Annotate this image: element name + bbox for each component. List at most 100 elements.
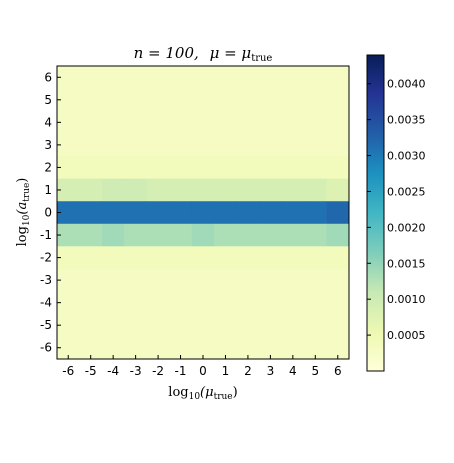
heatmap-cell-r5-c6: [191, 178, 215, 202]
heatmap-cell-r10-c6: [191, 291, 215, 315]
y-tick-label: -4: [40, 296, 52, 310]
heatmap-cell-r9-c3: [124, 268, 148, 292]
heatmap-cell-r7-c12: [326, 223, 350, 247]
heatmap-cells: [57, 66, 350, 360]
heatmap-cell-r2-c11: [304, 111, 327, 135]
y-tick-label: 0: [44, 206, 52, 220]
heatmap-cell-r4-c2: [101, 156, 125, 180]
heatmap-cell-r1-c0: [57, 88, 80, 112]
heatmap-cell-r1-c10: [281, 88, 305, 112]
heatmap-cell-r8-c10: [281, 246, 305, 270]
y-axis-label-close: ): [15, 178, 30, 183]
heatmap-cell-r1-c2: [101, 88, 125, 112]
heatmap-cell-r11-c2: [101, 313, 125, 337]
heatmap-cell-r2-c1: [79, 111, 103, 135]
heatmap-cell-r9-c12: [326, 268, 350, 292]
heatmap-cell-r5-c9: [259, 178, 283, 202]
heatmap-cell-r11-c5: [169, 313, 193, 337]
heatmap-cell-r0-c8: [236, 66, 260, 89]
heatmap-cell-r8-c8: [236, 246, 260, 270]
heatmap-cell-r2-c9: [259, 111, 283, 135]
heatmap-cell-r12-c9: [259, 336, 283, 360]
heatmap-cell-r11-c4: [146, 313, 170, 337]
heatmap-cell-r6-c1: [79, 201, 103, 225]
heatmap-cell-r11-c11: [304, 313, 327, 337]
heatmap-cell-r3-c5: [169, 133, 193, 157]
heatmap-cell-r5-c11: [304, 178, 327, 202]
colorbar-tick-label: 0.0030: [387, 150, 426, 163]
heatmap-cell-r1-c12: [326, 88, 350, 112]
colorbar-tick-label: 0.0040: [387, 78, 426, 91]
colorbar-tick-label: 0.0015: [387, 257, 426, 270]
heatmap-cell-r6-c2: [101, 201, 125, 225]
heatmap-cell-r3-c4: [146, 133, 170, 157]
heatmap-cell-r8-c5: [169, 246, 193, 270]
heatmap-cell-r2-c12: [326, 111, 350, 135]
x-axis-label-base-sub: 10: [189, 392, 201, 402]
heatmap-cell-r4-c5: [169, 156, 193, 180]
heatmap-cell-r1-c4: [146, 88, 170, 112]
heatmap-cell-r4-c9: [259, 156, 283, 180]
heatmap-cell-r4-c10: [281, 156, 305, 180]
y-axis-label-open: (a: [15, 202, 30, 215]
chart-title: n = 100, μ = μtrue: [134, 44, 273, 64]
heatmap-cell-r4-c4: [146, 156, 170, 180]
heatmap-cell-r9-c11: [304, 268, 327, 292]
heatmap-cell-r6-c6: [191, 201, 215, 225]
heatmap-cell-r0-c0: [57, 66, 80, 89]
y-tick-label: 3: [44, 138, 52, 152]
heatmap-cell-r8-c6: [191, 246, 215, 270]
heatmap-cell-r7-c10: [281, 223, 305, 247]
heatmap-cell-r5-c5: [169, 178, 193, 202]
heatmap-cell-r7-c11: [304, 223, 327, 247]
heatmap-cell-r1-c3: [124, 88, 148, 112]
y-tick-label: -3: [40, 273, 52, 287]
heatmap-cell-r6-c3: [124, 201, 148, 225]
y-axis-label-base-sub: 10: [22, 214, 32, 226]
heatmap-cell-r12-c5: [169, 336, 193, 360]
x-tick-label: 2: [244, 364, 252, 378]
heatmap-cell-r6-c7: [214, 201, 238, 225]
heatmap-cell-r8-c4: [146, 246, 170, 270]
x-tick-label: -3: [130, 364, 142, 378]
heatmap-cell-r2-c2: [101, 111, 125, 135]
x-axis-label-base: log: [168, 385, 188, 400]
heatmap-cell-r2-c10: [281, 111, 305, 135]
heatmap-cell-r1-c5: [169, 88, 193, 112]
heatmap-cell-r10-c2: [101, 291, 125, 315]
heatmap-cell-r10-c10: [281, 291, 305, 315]
heatmap-cell-r12-c7: [214, 336, 238, 360]
x-tick-label: -5: [85, 364, 97, 378]
heatmap-cell-r0-c4: [146, 66, 170, 89]
heatmap-cell-r0-c1: [79, 66, 103, 89]
heatmap-cell-r3-c1: [79, 133, 103, 157]
x-axis-label: log10(μtrue): [168, 385, 237, 402]
heatmap-cell-r8-c1: [79, 246, 103, 270]
heatmap-cell-r9-c2: [101, 268, 125, 292]
heatmap-cell-r12-c6: [191, 336, 215, 360]
x-axis-label-open: (μ: [200, 385, 214, 400]
heatmap-cell-r9-c7: [214, 268, 238, 292]
heatmap-cell-r11-c10: [281, 313, 305, 337]
heatmap-cell-r4-c6: [191, 156, 215, 180]
x-tick-label: 3: [267, 364, 275, 378]
heatmap-cell-r8-c0: [57, 246, 80, 270]
heatmap-cell-r12-c11: [304, 336, 327, 360]
heatmap-cell-r10-c12: [326, 291, 350, 315]
heatmap-cell-r6-c9: [259, 201, 283, 225]
heatmap-cell-r0-c10: [281, 66, 305, 89]
y-tick-label: 1: [44, 183, 52, 197]
x-tick-label: -4: [107, 364, 119, 378]
heatmap-cell-r8-c2: [101, 246, 125, 270]
heatmap-cell-r4-c3: [124, 156, 148, 180]
x-tick-label: 5: [311, 364, 319, 378]
heatmap-cell-r9-c4: [146, 268, 170, 292]
y-axis-label: log10(atrue): [15, 178, 32, 247]
heatmap-cell-r4-c0: [57, 156, 80, 180]
heatmap-cell-r4-c11: [304, 156, 327, 180]
heatmap-cell-r9-c9: [259, 268, 283, 292]
colorbar-tick-label: 0.0035: [387, 114, 426, 127]
colorbar-ticks: 0.0005 0.0010 0.0015 0.0020 0.0025 0.0030 0.00…: [367, 78, 426, 342]
heatmap-cell-r12-c3: [124, 336, 148, 360]
